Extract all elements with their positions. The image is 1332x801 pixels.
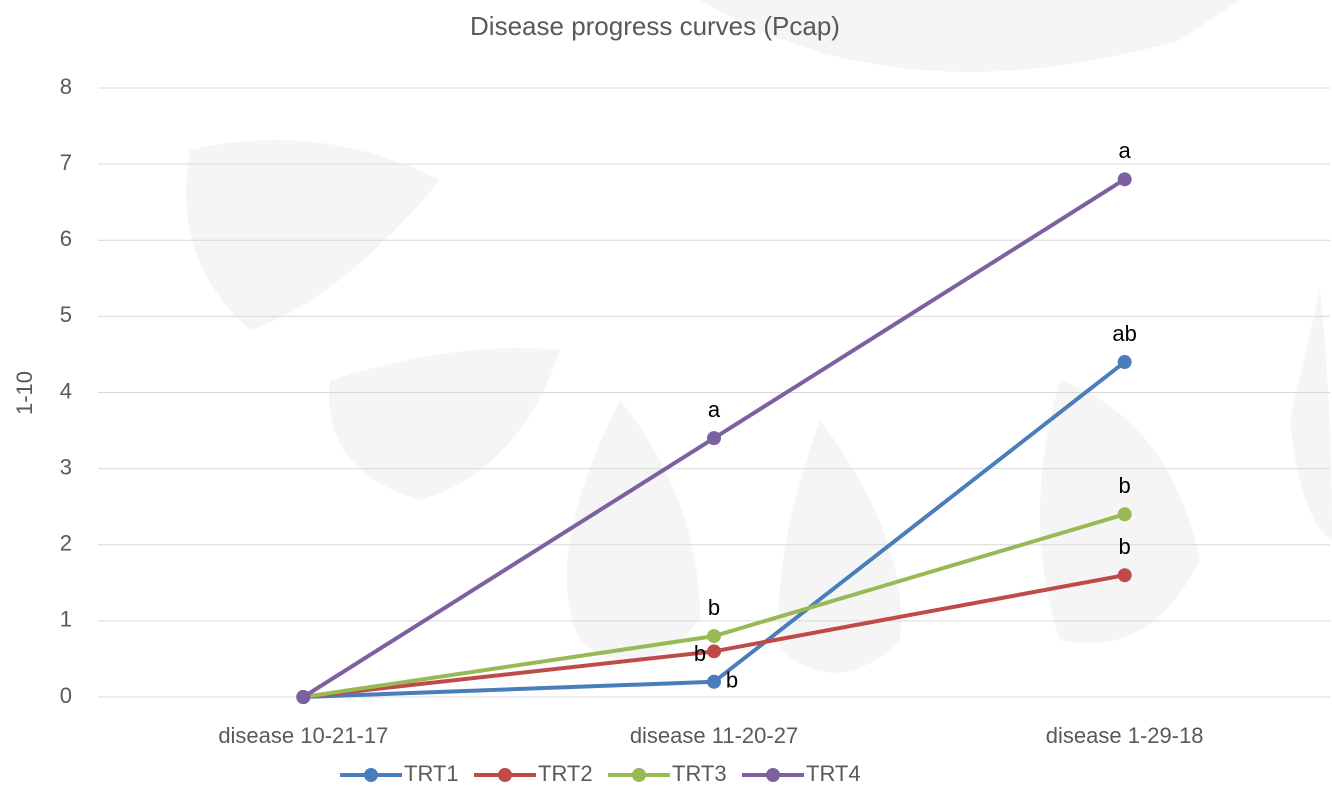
y-tick-label: 8 — [60, 74, 72, 99]
data-point — [707, 629, 721, 643]
data-point — [707, 644, 721, 658]
legend-marker — [364, 768, 378, 782]
y-tick-label: 6 — [60, 226, 72, 251]
data-point — [707, 431, 721, 445]
significance-letter: b — [726, 668, 738, 693]
data-point — [707, 675, 721, 689]
y-tick-label: 2 — [60, 531, 72, 556]
legend-marker — [498, 768, 512, 782]
data-point — [1118, 507, 1132, 521]
significance-letter: b — [708, 595, 720, 620]
y-axis-label: 1-10 — [12, 371, 37, 415]
y-tick-label: 7 — [60, 150, 72, 175]
y-tick-label: 0 — [60, 683, 72, 708]
x-tick-label: disease 11-20-27 — [630, 723, 798, 748]
legend-label: TRT1 — [404, 761, 459, 786]
watermark — [186, 0, 1332, 673]
y-tick-label: 5 — [60, 302, 72, 327]
chart-title: Disease progress curves (Pcap) — [470, 11, 840, 41]
chart: Disease progress curves (Pcap) 1-10 0 1 2 3… — [0, 0, 1332, 801]
y-tick-label: 1 — [60, 607, 72, 632]
significance-letter: a — [708, 397, 721, 422]
legend-label: TRT2 — [538, 761, 593, 786]
significance-letter: a — [1119, 138, 1132, 163]
legend-marker — [632, 768, 646, 782]
x-tick-label: disease 10-21-17 — [218, 723, 388, 748]
legend-marker — [766, 768, 780, 782]
legend-label: TRT3 — [672, 761, 727, 786]
data-point — [1118, 355, 1132, 369]
y-tick-label: 3 — [60, 454, 72, 479]
data-point — [296, 690, 310, 704]
significance-letter: b — [1119, 534, 1131, 559]
x-tick-label: disease 1-29-18 — [1046, 723, 1204, 748]
significance-letter: b — [1119, 473, 1131, 498]
significance-letter: ab — [1112, 321, 1136, 346]
data-point — [1118, 172, 1132, 186]
legend-label: TRT4 — [806, 761, 861, 786]
data-point — [1118, 568, 1132, 582]
y-tick-label: 4 — [60, 378, 72, 403]
significance-letter: b — [694, 641, 706, 666]
